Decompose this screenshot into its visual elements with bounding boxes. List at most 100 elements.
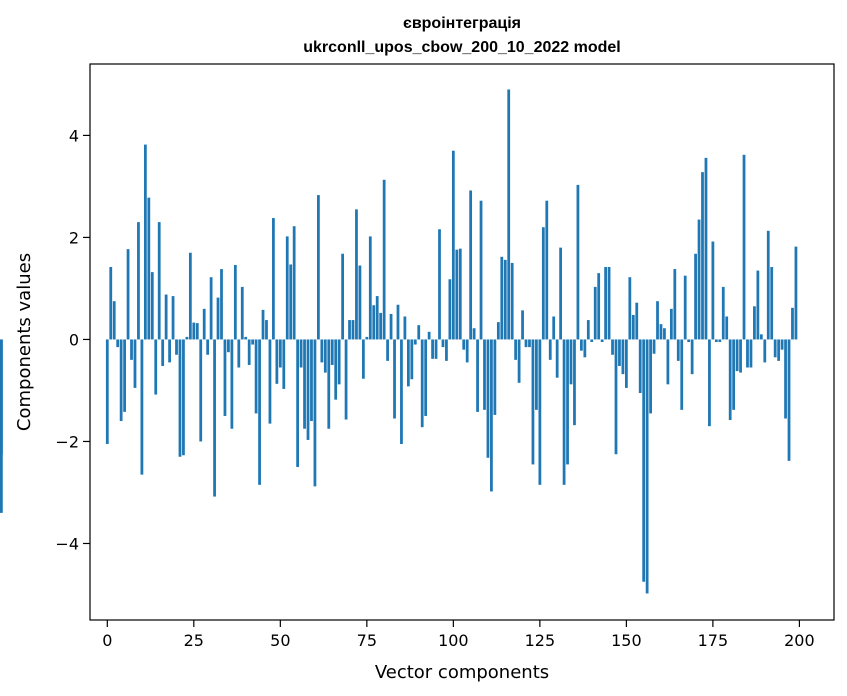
bar [455, 249, 459, 340]
x-tick-label: 50 [270, 631, 290, 650]
bar [341, 253, 344, 340]
bar [528, 339, 531, 348]
bar [746, 339, 749, 368]
bar [386, 339, 389, 361]
bar [791, 307, 794, 340]
x-tick-label: 200 [784, 631, 815, 650]
bar [368, 236, 372, 340]
bar [541, 227, 545, 340]
bar [406, 339, 410, 387]
bar [649, 339, 652, 414]
bar [171, 296, 175, 340]
bar [659, 324, 663, 340]
bar [299, 339, 303, 368]
bar [694, 253, 697, 340]
bar [614, 339, 618, 455]
bar [472, 328, 476, 340]
bar [358, 265, 362, 340]
bar [552, 316, 556, 340]
bar [320, 339, 324, 363]
bar [192, 322, 196, 340]
bar [718, 339, 722, 342]
bar [396, 304, 400, 340]
axes-frame [89, 63, 835, 621]
bar [576, 184, 580, 340]
x-tick-label: 25 [184, 631, 204, 650]
bar [784, 339, 787, 419]
bar [389, 313, 393, 340]
bar [427, 331, 431, 340]
bar [147, 197, 151, 340]
bar [624, 339, 628, 388]
bar [586, 320, 590, 340]
bar [150, 272, 154, 340]
bar [673, 269, 677, 340]
bar [126, 249, 130, 340]
y-tick-label: 2 [69, 228, 79, 247]
bar [202, 308, 206, 340]
bar [756, 270, 760, 340]
bar [483, 339, 486, 410]
bar [413, 339, 417, 345]
bar [607, 267, 611, 340]
bar [431, 339, 434, 359]
bar [545, 200, 549, 340]
bar [434, 339, 438, 359]
bar [773, 339, 777, 358]
bar [462, 339, 466, 350]
bar [517, 339, 521, 383]
bar [569, 339, 573, 385]
bar [213, 339, 216, 497]
bar [275, 339, 279, 384]
bar [597, 273, 601, 340]
bar [123, 339, 126, 412]
bar [330, 339, 334, 365]
bar [708, 339, 711, 427]
bar [704, 157, 708, 340]
bar [510, 262, 514, 340]
bar [458, 248, 462, 340]
bar [0, 339, 3, 455]
bar [524, 339, 528, 348]
bar [538, 339, 542, 485]
bar [663, 328, 666, 340]
bar [611, 339, 614, 355]
bar [555, 339, 559, 378]
bar [766, 230, 770, 340]
bar [261, 309, 265, 340]
bar [593, 286, 597, 340]
bar [278, 339, 282, 368]
bar [247, 339, 251, 365]
bar [490, 339, 493, 492]
bar [638, 339, 642, 394]
bar [375, 296, 379, 340]
bar [313, 339, 317, 487]
bar [514, 339, 518, 360]
bar [500, 256, 504, 340]
bar [580, 339, 583, 351]
bar [365, 336, 369, 340]
bar [573, 339, 576, 426]
bar [216, 297, 220, 340]
bar [285, 236, 289, 340]
y-axis-ticks: −4 −2 0 2 4 [55, 126, 90, 553]
bar [237, 339, 241, 368]
bar [476, 339, 479, 412]
chart-title: євроінтеграція [403, 15, 521, 32]
bar [739, 339, 742, 373]
bar [161, 339, 165, 366]
bar [794, 246, 798, 340]
bar [669, 308, 673, 340]
bar [642, 339, 646, 582]
bar [445, 339, 448, 361]
bar [175, 339, 178, 355]
bar [714, 339, 718, 342]
bar [562, 339, 566, 485]
x-axis-ticks: 0 25 50 75 100 125 150 175 200 [102, 620, 815, 650]
bar [448, 279, 452, 340]
bar [154, 339, 158, 395]
bar [361, 339, 365, 379]
bar [185, 336, 189, 340]
bar [701, 172, 704, 340]
bar [732, 339, 736, 410]
